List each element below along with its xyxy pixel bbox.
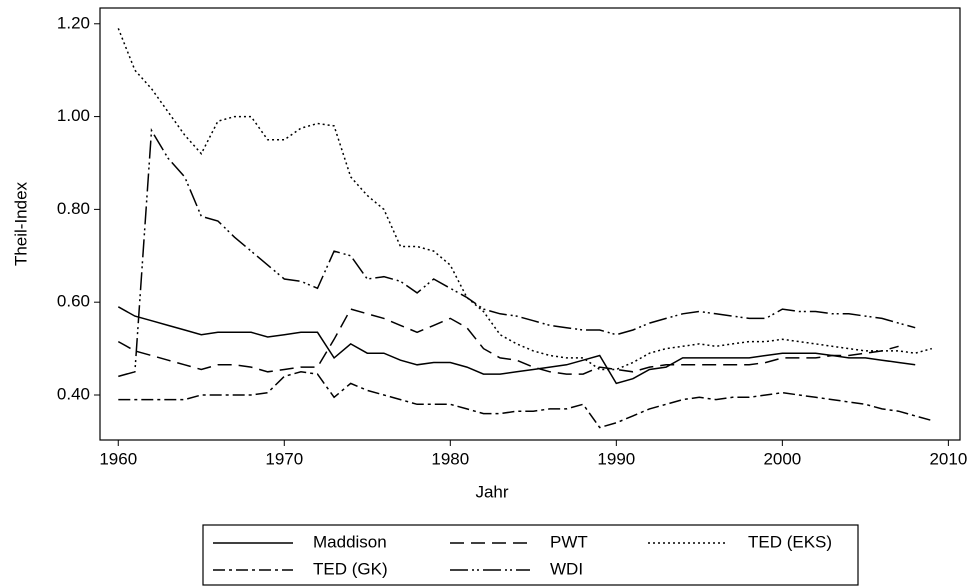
x-tick-label: 1980 [431, 449, 469, 468]
y-tick-label: 0.60 [57, 292, 90, 311]
y-tick-label: 0.40 [57, 384, 90, 403]
y-tick-label: 1.00 [57, 106, 90, 125]
legend-box [202, 524, 859, 586]
series-line [118, 128, 916, 378]
x-axis-label: Jahr [475, 482, 508, 501]
legend-label: PWT [550, 532, 588, 551]
x-tick-label: 2000 [763, 449, 801, 468]
x-tick-label: 1990 [597, 449, 635, 468]
legend-label: TED (GK) [313, 559, 388, 578]
y-tick-label: 1.20 [57, 13, 90, 32]
x-tick-label: 2010 [929, 449, 967, 468]
series-line [117, 308, 899, 375]
legend-label: Maddison [313, 532, 387, 551]
x-tick-label: 1960 [99, 449, 137, 468]
series-line [117, 28, 933, 371]
x-tick-label: 1970 [265, 449, 303, 468]
y-tick-label: 0.80 [57, 199, 90, 218]
legend-label: TED (EKS) [748, 532, 832, 551]
plot-frame [99, 7, 961, 441]
y-axis-label: Theil-Index [11, 181, 30, 266]
legend-label: WDI [550, 559, 583, 578]
series-line [118, 371, 933, 429]
series-line [117, 306, 916, 385]
